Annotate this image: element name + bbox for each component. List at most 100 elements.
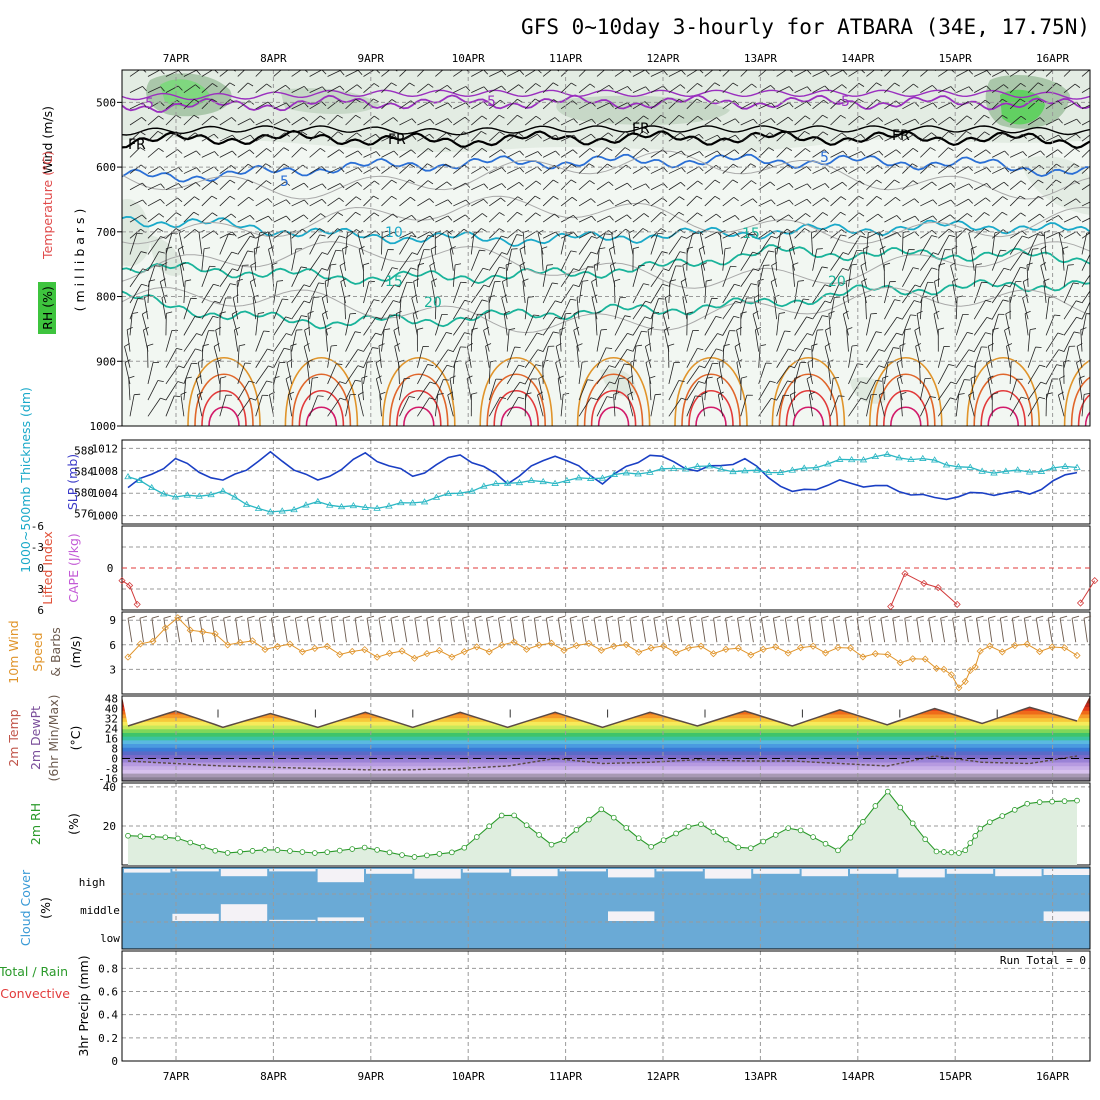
wind-barb-flag [896, 316, 903, 320]
wind-barb-flag [1058, 215, 1063, 221]
wind-barb-flag [1073, 163, 1080, 167]
wind-barb-flag [1005, 310, 1012, 315]
wind-barb-flag [878, 365, 885, 368]
wind-barb-flag [734, 283, 741, 287]
wind-speed-marker [772, 643, 780, 651]
wind-speed-marker [734, 644, 742, 652]
wind-barb-shaft [879, 249, 885, 271]
wind-barb-flag [589, 83, 596, 88]
wind-barb-flag [966, 331, 973, 335]
thickness-marker [847, 455, 856, 463]
wind-barb-flag [535, 115, 542, 120]
thickness-marker [788, 466, 797, 473]
wind-barb-shaft [668, 397, 682, 417]
wind-barb-shaft [273, 132, 286, 142]
wind-barb-shaft [309, 234, 320, 255]
wind-barb-flag [730, 265, 737, 268]
wind-barb-flag [411, 294, 418, 299]
wind-barb-flag [950, 102, 956, 108]
wind-barb-shaft [1078, 378, 1083, 401]
wind-barb-flag [899, 343, 906, 347]
wind-barb-flag [678, 380, 685, 383]
wind-barb-shaft [1027, 164, 1040, 174]
wind10-barb-flag [725, 615, 733, 619]
wind-barb-flag [1074, 67, 1079, 70]
wind-barb-flag [325, 327, 332, 331]
wind-barb-flag [789, 199, 794, 205]
wind-barb-shaft [596, 199, 610, 207]
wind-barb-shaft [650, 212, 662, 223]
wind-barb-shaft [489, 183, 502, 191]
wind-barb-shaft [704, 150, 718, 158]
wind-barb-flag [608, 181, 614, 187]
wind-barb-flag [212, 212, 218, 217]
wind-barb-flag [753, 268, 760, 272]
wind-barb-shaft [489, 85, 502, 94]
wind-barb-shaft [668, 251, 681, 271]
wind-barb-flag [556, 70, 560, 72]
wind-barb-flag [411, 118, 417, 124]
wind-barb-shaft [902, 284, 916, 304]
wind-barb-shaft [452, 361, 456, 384]
wind10-barb-flag [283, 615, 291, 619]
wind-barb-flag [895, 149, 901, 154]
wind-barb-flag [1020, 82, 1026, 87]
wind-barb-flag [845, 278, 852, 282]
bottom-date-label: 13APR [744, 1070, 777, 1083]
wind-barb-flag [178, 246, 184, 250]
wind-barb-flag [536, 332, 543, 336]
wind-barb-flag [718, 391, 724, 396]
contour-label-fr: FR [632, 121, 650, 137]
wind-barb-shaft [740, 283, 752, 304]
wind-barb-flag [914, 118, 920, 124]
wind10-barb-flag [641, 615, 649, 619]
wind-barb-flag [159, 198, 165, 204]
wind-barb-shaft [434, 379, 444, 401]
wind-barb-shaft [268, 249, 275, 271]
wind-barb-flag [610, 262, 616, 266]
warm-contour [597, 406, 630, 426]
wind-barb-flag [239, 344, 246, 347]
wind-barb-shaft [722, 134, 736, 142]
wind-barb-flag [714, 82, 721, 87]
wind-barb-flag [860, 151, 866, 157]
wind-barb-shaft [165, 131, 177, 142]
wind-barb-shaft [578, 397, 592, 417]
wind-barb-shaft [417, 180, 429, 191]
wind-barb-flag [723, 344, 730, 347]
wind-barb-shaft [668, 380, 680, 401]
wind-barb-flag [751, 148, 757, 153]
wind-barb-flag [1094, 230, 1099, 234]
wind-barb-flag [330, 263, 337, 266]
wind-barb-flag [234, 326, 241, 331]
wind-barb-flag [780, 231, 787, 234]
wind-barb-flag [178, 167, 183, 173]
wind-barb-flag [627, 102, 632, 108]
wind-barb-flag [914, 326, 921, 331]
rh-marker [424, 852, 430, 859]
wind-barb-flag [1003, 181, 1009, 187]
temp-color-band [122, 758, 1090, 764]
wind-barb-shaft [1045, 197, 1058, 207]
wind-barb-flag [337, 114, 343, 119]
wind-barb-shaft [668, 229, 680, 239]
wind-barb-flag [896, 215, 902, 221]
wind-barb-flag [1060, 70, 1062, 71]
wind-barb-shaft [381, 232, 383, 255]
wind-barb-shaft [664, 297, 670, 320]
wind-barb-flag [1022, 166, 1027, 172]
wind-barb-shaft [141, 314, 149, 336]
rh-marker [237, 849, 243, 855]
wind-barb-flag [591, 278, 597, 283]
wind-barb-flag [1001, 211, 1008, 216]
wind-barb-flag [266, 67, 271, 70]
wind-barb-shaft [183, 333, 197, 352]
wind10-barb-flag [319, 615, 327, 619]
wind-barb-shaft [1081, 87, 1090, 93]
wind-barb-shaft [973, 282, 982, 304]
wind-barb-shaft [399, 82, 410, 93]
precip-tick-label: 0.2 [98, 1032, 118, 1045]
wind-barb-flag [1003, 132, 1009, 138]
temp-tick-label: 0 [111, 753, 118, 766]
wind-barb-shaft [686, 133, 700, 142]
